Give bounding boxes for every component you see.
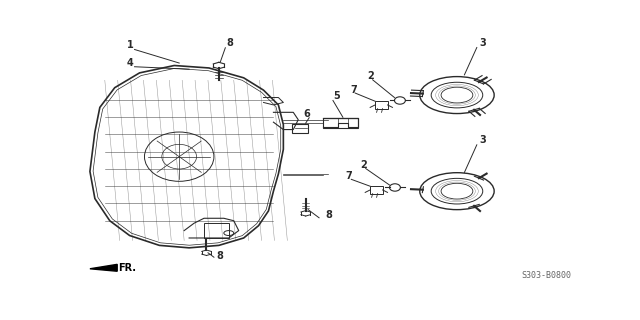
- Text: 8: 8: [227, 38, 233, 48]
- Text: 3: 3: [479, 135, 486, 145]
- Text: 1: 1: [127, 40, 134, 50]
- Text: 4: 4: [127, 58, 134, 68]
- Text: 6: 6: [303, 109, 310, 119]
- Text: 2: 2: [367, 71, 374, 81]
- Text: 8: 8: [216, 251, 223, 261]
- Text: 8: 8: [326, 210, 332, 220]
- Text: FR.: FR.: [118, 263, 136, 273]
- Polygon shape: [90, 264, 117, 271]
- Text: 7: 7: [350, 84, 357, 95]
- Text: 7: 7: [346, 171, 352, 181]
- Text: S303-B0800: S303-B0800: [521, 271, 571, 280]
- Text: 3: 3: [479, 38, 486, 48]
- Text: 2: 2: [360, 160, 367, 170]
- Text: 5: 5: [333, 91, 340, 101]
